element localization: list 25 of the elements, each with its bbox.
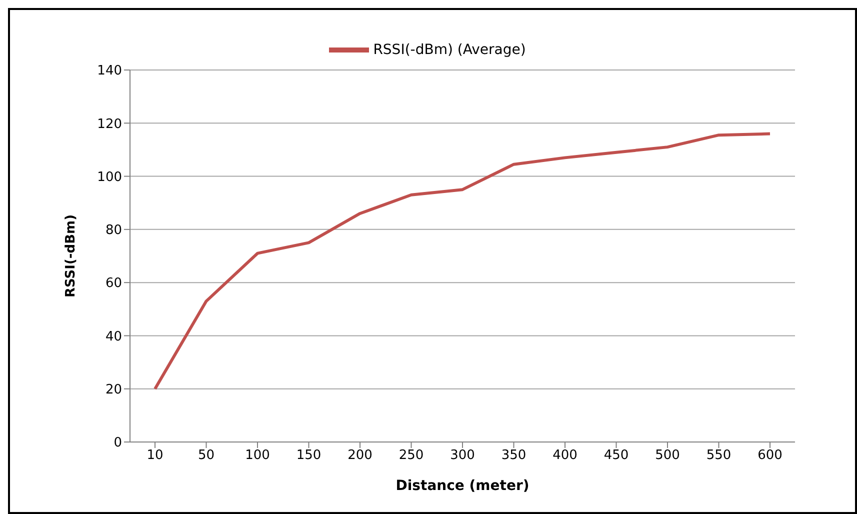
y-tick-label: 40 bbox=[105, 329, 122, 344]
x-tick-label: 250 bbox=[398, 448, 424, 464]
x-tick-label: 100 bbox=[245, 448, 270, 464]
y-tick-label: 120 bbox=[97, 116, 122, 132]
x-tick-label: 450 bbox=[604, 448, 629, 464]
x-axis-title: Distance (meter) bbox=[396, 478, 530, 494]
y-tick-label: 140 bbox=[97, 64, 122, 79]
x-tick-label: 500 bbox=[655, 448, 680, 464]
y-axis-title: RSSI(-dBm) bbox=[64, 214, 79, 298]
x-tick-label: 600 bbox=[758, 448, 782, 464]
x-tick-label: 400 bbox=[552, 448, 578, 464]
y-tick-label: 100 bbox=[97, 170, 122, 185]
x-tick-label: 10 bbox=[146, 448, 164, 464]
x-tick-label: 300 bbox=[450, 448, 475, 464]
y-tick-label: 60 bbox=[105, 276, 122, 292]
x-tick-label: 350 bbox=[501, 448, 526, 464]
y-tick-label: 20 bbox=[105, 382, 122, 398]
x-tick-label: 50 bbox=[198, 448, 215, 464]
y-tick-label: 80 bbox=[105, 223, 122, 238]
x-tick-label: 150 bbox=[296, 448, 322, 464]
x-tick-label: 550 bbox=[706, 448, 732, 464]
legend-label: RSSI(-dBm) (Average) bbox=[373, 42, 526, 58]
y-tick-label: 0 bbox=[114, 436, 122, 451]
line-series bbox=[154, 132, 772, 390]
x-tick-label: 200 bbox=[348, 448, 372, 464]
